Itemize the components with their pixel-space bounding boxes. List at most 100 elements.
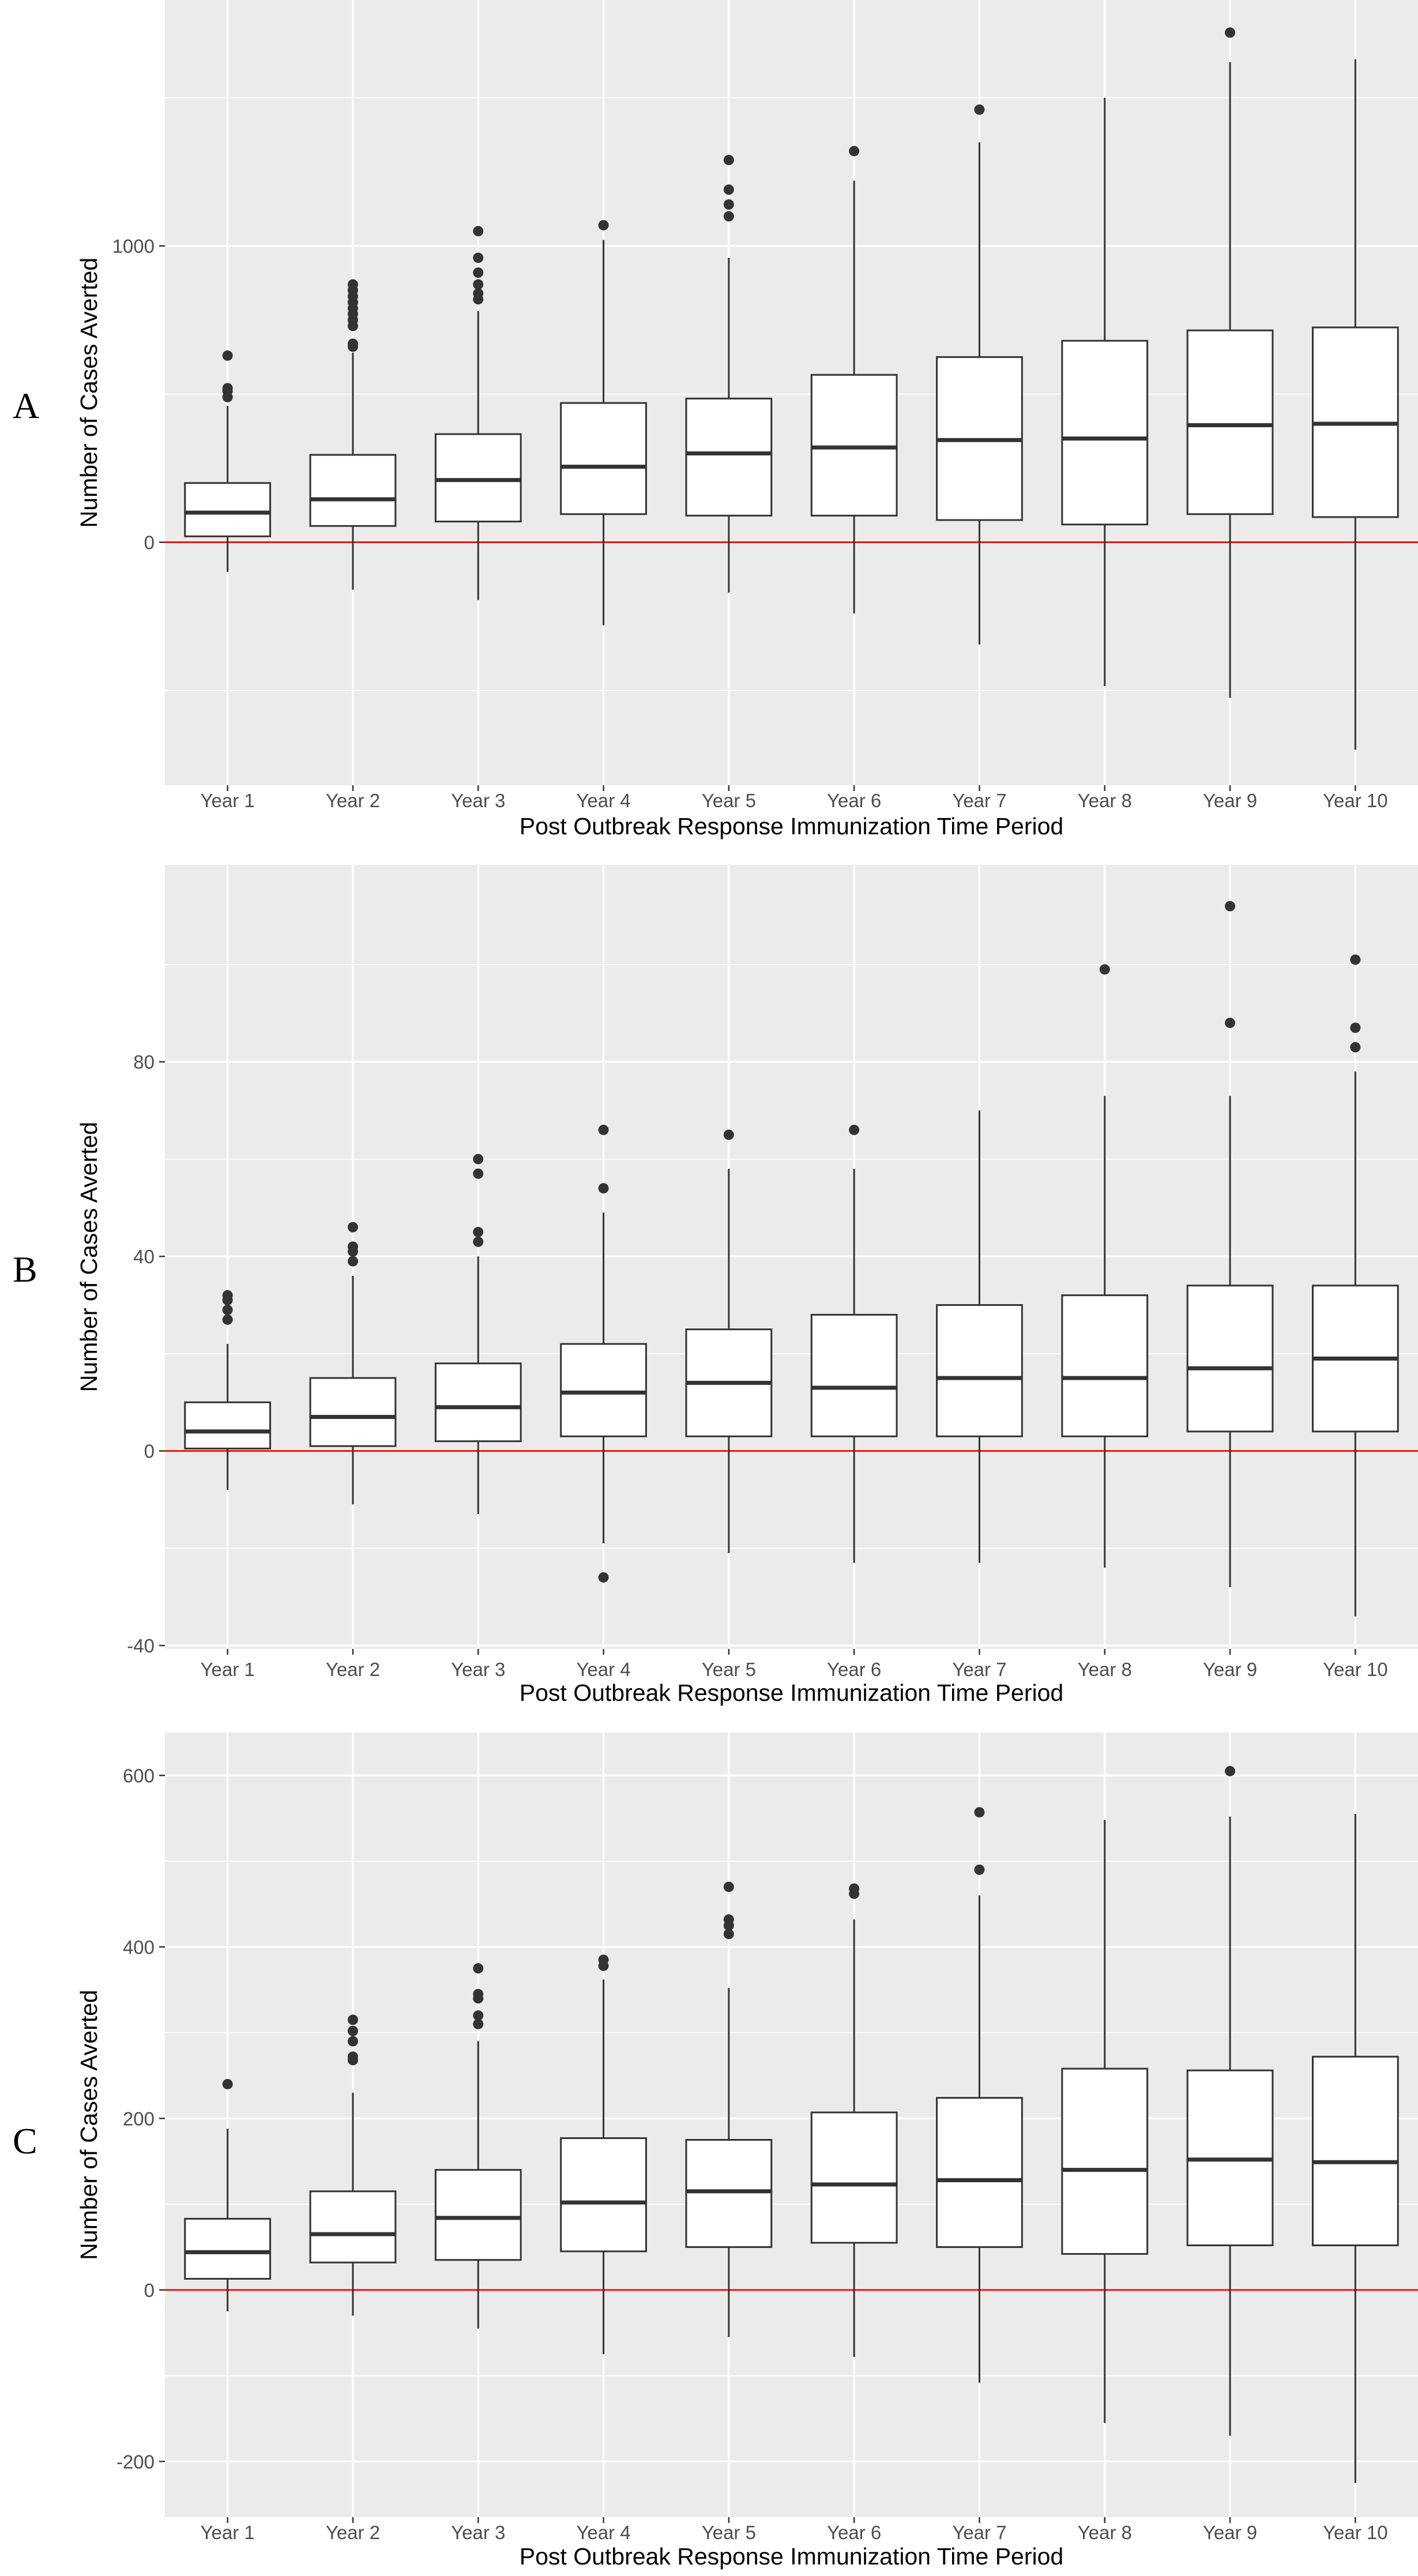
y-tick-label: 0 xyxy=(144,2280,155,2301)
outlier-point xyxy=(1350,954,1361,965)
x-tick-label: Year 6 xyxy=(827,2522,881,2543)
box-year-5 xyxy=(685,155,773,593)
box-year-5 xyxy=(685,1129,773,1553)
x-tick-label: Year 7 xyxy=(952,1659,1006,1680)
x-tick-label: Year 9 xyxy=(1203,1659,1257,1680)
x-tick-label: Year 3 xyxy=(451,2522,505,2543)
iqr-box xyxy=(434,433,522,523)
box-year-6 xyxy=(810,1124,898,1563)
outlier-point xyxy=(598,1183,609,1194)
box-year-7 xyxy=(936,1110,1023,1563)
iqr-box xyxy=(560,1343,647,1437)
box-year-4 xyxy=(560,220,647,626)
iqr-box xyxy=(1061,340,1149,526)
outlier-point xyxy=(473,1236,484,1247)
outlier-point xyxy=(1350,1022,1361,1033)
iqr-box xyxy=(685,2139,773,2248)
x-axis-title: Post Outbreak Response Immunization Time… xyxy=(520,1679,1063,1706)
box-year-1 xyxy=(184,2078,272,2312)
outlier-point xyxy=(347,338,358,349)
outlier-point xyxy=(222,2078,233,2089)
iqr-box xyxy=(309,454,397,527)
outlier-point xyxy=(598,1124,609,1135)
outlier-point xyxy=(1225,901,1236,912)
iqr-box xyxy=(685,397,773,517)
x-tick-label: Year 1 xyxy=(201,1659,255,1680)
x-tick-label: Year 10 xyxy=(1323,1659,1388,1680)
outlier-point xyxy=(723,199,734,210)
y-tick-label: 200 xyxy=(123,2108,155,2129)
outlier-point xyxy=(473,267,484,278)
x-axis-title: Post Outbreak Response Immunization Time… xyxy=(520,2543,1063,2570)
box-year-9 xyxy=(1186,1765,1274,2436)
iqr-box xyxy=(560,2137,647,2253)
x-tick-label: Year 4 xyxy=(576,790,630,811)
box-year-6 xyxy=(810,1883,898,2357)
iqr-box xyxy=(309,2190,397,2264)
outlier-point xyxy=(347,1222,358,1233)
x-tick-label: Year 2 xyxy=(326,1659,380,1680)
box-year-9 xyxy=(1186,901,1274,1587)
box-year-8 xyxy=(1061,1820,1149,2423)
chart-panel-A: 0 1000 Year 1 Year 2 Year 3 Year 4 Year 5 Year … xyxy=(13,0,1418,839)
x-tick-label: Year 10 xyxy=(1323,790,1388,811)
box-year-4 xyxy=(560,1954,647,2355)
outlier-point xyxy=(222,1314,233,1325)
outlier-point xyxy=(473,1154,484,1165)
y-axis-title: Number of Cases Averted xyxy=(76,1122,102,1392)
box-year-8 xyxy=(1061,964,1149,1568)
iqr-box xyxy=(434,1362,522,1443)
iqr-box xyxy=(1061,2067,1149,2255)
y-tick-label: 40 xyxy=(133,1246,155,1267)
iqr-box xyxy=(560,402,647,515)
box-year-9 xyxy=(1186,27,1274,698)
box-year-1 xyxy=(184,350,272,572)
outlier-point xyxy=(974,1864,985,1875)
x-tick-label: Year 3 xyxy=(451,790,505,811)
x-tick-label: Year 8 xyxy=(1078,1659,1132,1680)
x-tick-label: Year 8 xyxy=(1078,790,1132,811)
x-tick-label: Year 3 xyxy=(451,1659,505,1680)
x-tick-label: Year 6 xyxy=(827,1659,881,1680)
outlier-point xyxy=(1225,1018,1236,1029)
box-year-3 xyxy=(434,1963,522,2329)
y-axis-title: Number of Cases Averted xyxy=(76,1990,102,2260)
iqr-box xyxy=(1186,1285,1274,1433)
y-tick-label: 80 xyxy=(133,1052,155,1073)
outlier-point xyxy=(347,2025,358,2036)
x-tick-label: Year 10 xyxy=(1323,2522,1388,2543)
outlier-point xyxy=(1225,27,1236,38)
outlier-point xyxy=(347,1256,358,1267)
x-axis-title: Post Outbreak Response Immunization Time… xyxy=(520,813,1063,839)
x-tick-label: Year 9 xyxy=(1203,790,1257,811)
x-tick-label: Year 1 xyxy=(201,790,255,811)
outlier-point xyxy=(473,253,484,263)
iqr-box xyxy=(1311,2055,1399,2246)
outlier-point xyxy=(1350,1042,1361,1053)
iqr-box xyxy=(936,1304,1023,1437)
x-tick-label: Year 2 xyxy=(326,790,380,811)
iqr-box xyxy=(184,1401,272,1449)
outlier-point xyxy=(222,350,233,361)
panel-letter: A xyxy=(13,385,39,426)
box-year-1 xyxy=(184,1290,272,1490)
x-tick-label: Year 9 xyxy=(1203,2522,1257,2543)
x-tick-label: Year 5 xyxy=(702,2522,756,2543)
box-year-2 xyxy=(309,1222,397,1505)
outlier-point xyxy=(598,1572,609,1583)
outlier-point xyxy=(222,383,233,394)
iqr-box xyxy=(810,2111,898,2244)
iqr-box xyxy=(434,2169,522,2261)
box-year-7 xyxy=(936,1807,1023,2383)
y-tick-label: 0 xyxy=(144,1441,155,1462)
y-tick-label: 400 xyxy=(123,1937,155,1958)
y-tick-label: 600 xyxy=(123,1765,155,1786)
chart-panel-B: -40 0 40 80 Year 1 Year 2 Year 3 Year 4 Year 5 Ye… xyxy=(13,865,1418,1706)
iqr-box xyxy=(810,374,898,517)
panel-letter: C xyxy=(13,2121,37,2161)
x-tick-label: Year 5 xyxy=(702,790,756,811)
outlier-point xyxy=(473,279,484,290)
outlier-point xyxy=(473,1989,484,1999)
outlier-point xyxy=(1099,964,1110,975)
box-year-6 xyxy=(810,146,898,613)
